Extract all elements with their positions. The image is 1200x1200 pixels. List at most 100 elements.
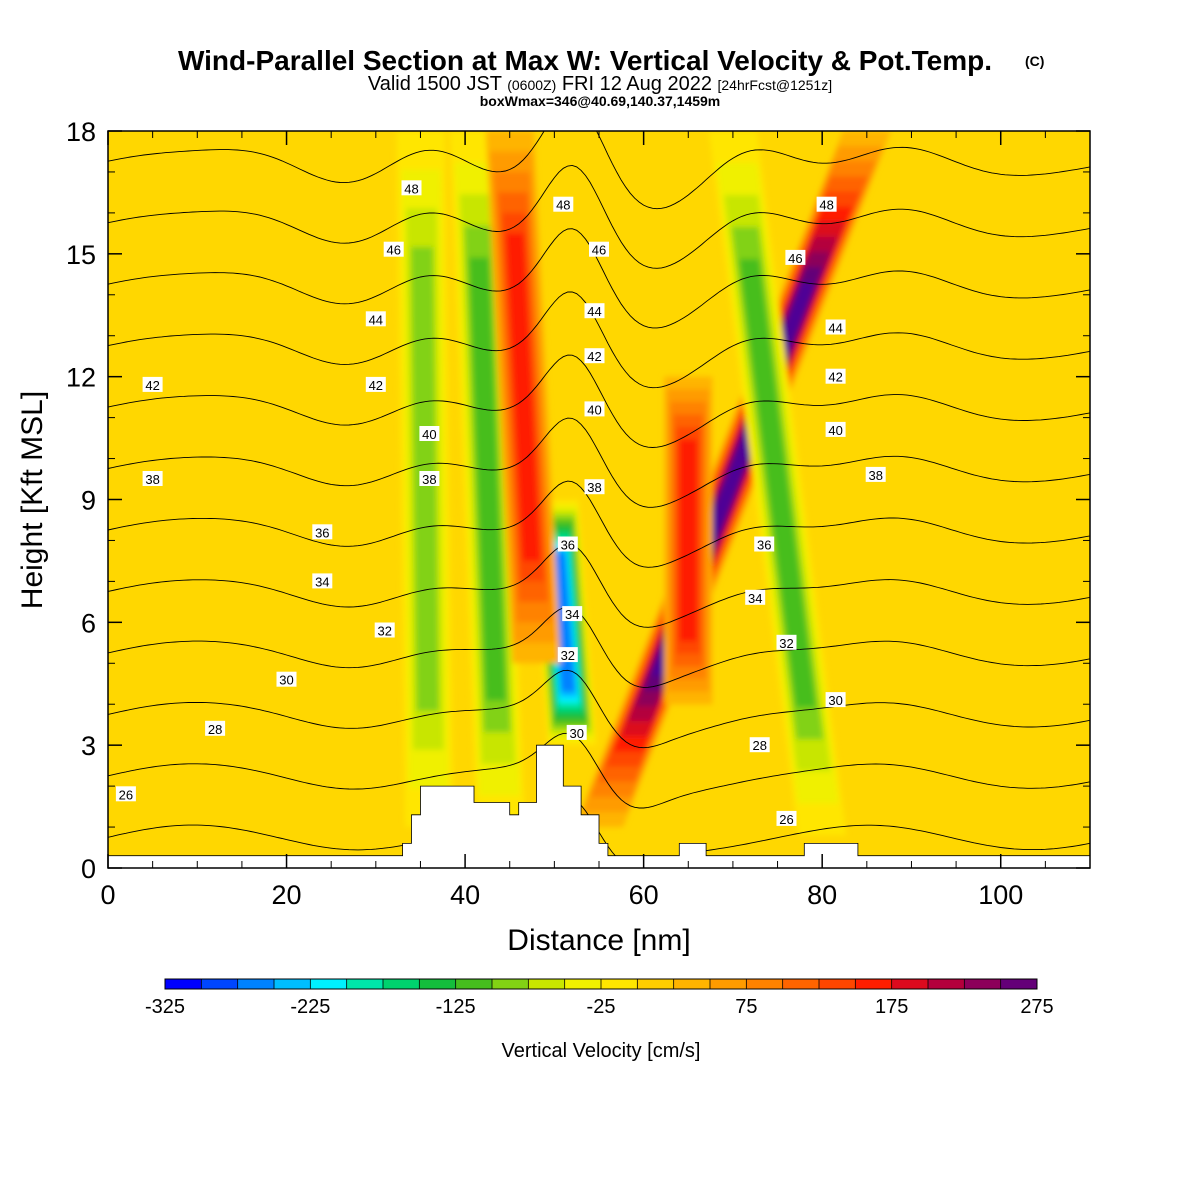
contour-label-48-0: 48 xyxy=(401,180,422,196)
contour-label-box xyxy=(312,524,333,540)
contour-label-30-0: 30 xyxy=(276,671,297,688)
colorbar-swatch xyxy=(928,979,965,989)
y-axis-title: Height [Kft MSL] xyxy=(16,391,49,609)
contour-label-box xyxy=(785,249,806,265)
contour-label-text: 36 xyxy=(561,538,575,553)
contour-label-text: 34 xyxy=(565,607,579,622)
vertical-velocity-field xyxy=(396,131,891,836)
contour-label-box xyxy=(562,606,583,622)
isentrope-42 xyxy=(108,291,1090,389)
contour-label-text: 32 xyxy=(377,624,391,639)
colorbar-swatch xyxy=(346,979,384,989)
contour-label-text: 42 xyxy=(369,378,383,393)
contour-label-30-2: 30 xyxy=(825,692,846,708)
contour-label-box xyxy=(825,421,846,437)
contour-label-box xyxy=(312,573,333,589)
contour-label-text: 30 xyxy=(569,726,583,741)
valid-time: Valid 1500 JST xyxy=(368,73,502,95)
contour-label-box xyxy=(825,692,846,708)
contour-label-text: 38 xyxy=(422,472,436,487)
contour-label-text: 44 xyxy=(369,312,383,327)
contour-label-44-1: 44 xyxy=(584,303,605,319)
contour-label-box xyxy=(584,303,605,319)
contour-label-38-3: 38 xyxy=(865,466,886,483)
colorbar-swatch xyxy=(310,979,348,989)
contour-label-26-1: 26 xyxy=(776,810,797,827)
colorbar-swatch xyxy=(819,979,856,989)
colorbar-swatch xyxy=(673,979,711,989)
contour-label-box xyxy=(584,479,605,495)
colorbar-swatch xyxy=(601,979,638,989)
contour-label-box xyxy=(584,401,605,417)
contour-label-text: 44 xyxy=(587,304,601,319)
contour-label-box xyxy=(557,647,578,663)
colorbar-tick-label: 275 xyxy=(1020,996,1053,1018)
contour-labels: 26 26 28 28 30 30 30 32 32 32 34 34 34 36 36 36 38 38 38 38… xyxy=(115,180,886,827)
isentrope-32 xyxy=(108,606,1090,688)
terrain xyxy=(108,744,1090,868)
velocity-band-6-level-6 xyxy=(505,233,541,561)
contour-label-30-1: 30 xyxy=(566,724,587,741)
colorbar-swatch xyxy=(492,979,529,989)
contour-label-text: 34 xyxy=(315,574,329,589)
y-tick-label: 12 xyxy=(66,363,96,393)
isentrope-36 xyxy=(108,480,1090,568)
x-tick-label: 0 xyxy=(100,880,115,910)
contour-label-40-1: 40 xyxy=(584,401,605,417)
contour-label-40-2: 40 xyxy=(825,421,846,438)
plot-background xyxy=(108,131,1090,868)
y-tick-label: 9 xyxy=(81,486,96,516)
contour-label-text: 38 xyxy=(587,480,601,495)
contour-label-box xyxy=(419,471,440,486)
chart-title: Wind-Parallel Section at Max W: Vertical… xyxy=(178,45,992,76)
contour-label-32-2: 32 xyxy=(776,634,797,651)
x-tick-label: 20 xyxy=(272,880,302,910)
y-tick-label: 6 xyxy=(81,608,96,638)
contour-label-44-2: 44 xyxy=(825,319,846,336)
contour-label-text: 28 xyxy=(208,722,222,737)
contour-label-44-0: 44 xyxy=(365,311,386,327)
contour-label-box xyxy=(776,810,797,826)
y-tick-label: 18 xyxy=(66,117,96,147)
isentrope-44 xyxy=(108,228,1090,329)
contour-label-box xyxy=(142,471,163,486)
isentrope-30 xyxy=(108,669,1090,749)
contour-label-text: 36 xyxy=(315,525,329,540)
isentrope-38 xyxy=(108,417,1090,508)
colorbar-swatch xyxy=(637,979,675,989)
contour-label-text: 46 xyxy=(592,243,606,258)
contour-label-48-1: 48 xyxy=(553,196,574,213)
contour-label-text: 40 xyxy=(422,427,436,442)
contour-label-38-2: 38 xyxy=(584,479,605,495)
colorbar-swatch xyxy=(528,979,566,989)
contour-label-box xyxy=(142,376,163,392)
colorbar-swatch xyxy=(564,979,602,989)
contour-label-text: 44 xyxy=(828,321,842,336)
contour-label-box xyxy=(365,376,386,392)
colorbar-swatch xyxy=(782,979,820,989)
contour-label-box xyxy=(419,426,440,441)
contour-label-36-1: 36 xyxy=(557,536,578,553)
isentrope-40 xyxy=(108,354,1090,448)
contour-label-text: 34 xyxy=(748,591,762,606)
velocity-band-4-level-5 xyxy=(739,259,816,708)
isentrope-28 xyxy=(108,732,1090,809)
contour-label-48-2: 48 xyxy=(816,196,837,213)
contour-label-text: 48 xyxy=(819,198,833,213)
contour-label-box xyxy=(374,622,395,638)
colorbar-swatch xyxy=(201,979,239,989)
contour-label-text: 40 xyxy=(587,402,601,417)
isentrope-46 xyxy=(108,164,1090,269)
contour-label-46-2: 46 xyxy=(785,249,806,266)
contour-label-text: 38 xyxy=(145,472,159,487)
plot-area: 26 26 28 28 30 30 30 32 32 32 34 34 34 36 36 36 38 38 38 38… xyxy=(108,131,1090,868)
velocity-bands xyxy=(396,131,891,836)
contour-label-42-1: 42 xyxy=(365,376,386,393)
colorbar-tick-label: -25 xyxy=(587,996,616,1018)
contour-label-text: 30 xyxy=(279,673,293,688)
valid-utc: (0600Z) xyxy=(507,77,556,93)
colorbar-tick-label: 175 xyxy=(875,996,908,1018)
contour-label-32-1: 32 xyxy=(557,647,578,663)
colorbar-swatch xyxy=(1000,979,1038,989)
